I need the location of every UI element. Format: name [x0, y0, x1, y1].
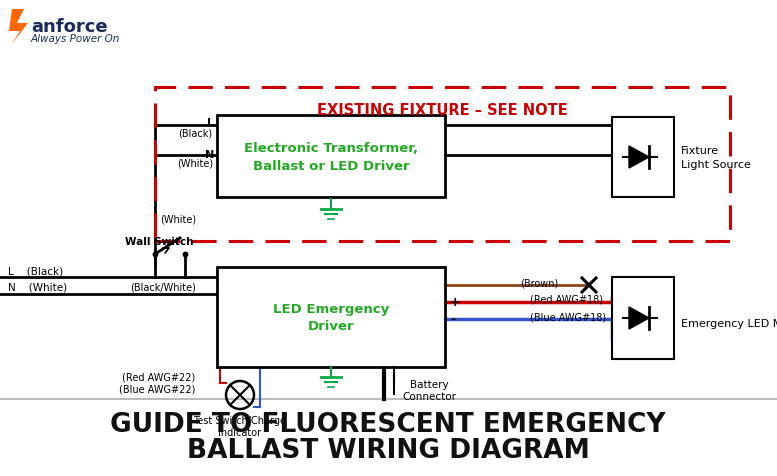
Text: (Blue AWG#18): (Blue AWG#18) [530, 311, 606, 321]
Text: LED Emergency: LED Emergency [273, 303, 389, 316]
Text: GUIDE TO FLUORESCENT EMERGENCY: GUIDE TO FLUORESCENT EMERGENCY [110, 411, 666, 437]
Text: (Black/White): (Black/White) [130, 282, 196, 292]
Polygon shape [629, 147, 649, 169]
Text: L    (Black): L (Black) [8, 266, 63, 276]
Text: (White): (White) [160, 215, 196, 225]
Polygon shape [9, 10, 28, 46]
Text: N    (White): N (White) [8, 282, 67, 292]
Bar [612, 118, 674, 198]
Bar [217, 116, 445, 198]
Text: Electronic Transformer,: Electronic Transformer, [244, 141, 418, 154]
Text: (White): (White) [177, 158, 213, 168]
Text: Ballast or LED Driver: Ballast or LED Driver [253, 159, 409, 172]
Text: BALLAST WIRING DIAGRAM: BALLAST WIRING DIAGRAM [186, 437, 590, 463]
Text: N: N [205, 149, 214, 159]
Text: L: L [207, 118, 214, 128]
Polygon shape [629, 307, 649, 329]
Bar [217, 268, 445, 367]
Text: (Red AWG#22): (Red AWG#22) [122, 372, 195, 382]
Text: anforce: anforce [31, 18, 108, 36]
Text: (Black): (Black) [178, 128, 212, 138]
Text: Always Power On: Always Power On [31, 34, 120, 44]
Text: Battery
Connector: Battery Connector [402, 379, 456, 401]
Text: -: - [450, 313, 455, 326]
Text: +: + [450, 296, 461, 309]
Bar [612, 278, 674, 359]
Text: Fixture
Light Source: Fixture Light Source [681, 146, 751, 169]
Text: Wall Switch: Wall Switch [125, 237, 193, 247]
Bar [155, 88, 730, 241]
Text: Test Switch/Charge
Indicator: Test Switch/Charge Indicator [193, 415, 287, 437]
Text: (Blue AWG#22): (Blue AWG#22) [119, 384, 195, 394]
Text: Emergency LED Module: Emergency LED Module [681, 318, 777, 328]
Text: EXISTING FIXTURE – SEE NOTE: EXISTING FIXTURE – SEE NOTE [317, 103, 568, 118]
Text: (Red AWG#18): (Red AWG#18) [530, 294, 603, 304]
Text: (Brown): (Brown) [520, 278, 558, 288]
Text: Driver: Driver [308, 319, 354, 332]
